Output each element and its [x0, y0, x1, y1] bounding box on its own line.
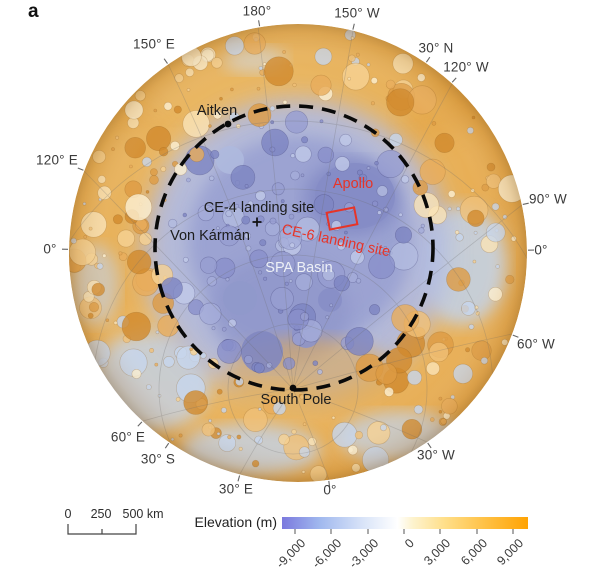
scale-bar — [67, 524, 137, 535]
annotation-spa-basin: SPA Basin — [265, 260, 333, 276]
coordinate-label-3: 30° N — [418, 40, 454, 56]
annotation-aitken: Aitken — [196, 103, 238, 119]
coordinate-label-2: 150° E — [133, 36, 175, 52]
coordinate-label-7: 0° — [43, 241, 57, 257]
coordinate-label-10: 60° E — [110, 429, 146, 445]
annotation-ce4-site: CE-4 landing site — [203, 200, 315, 216]
aitken-dot — [224, 120, 232, 128]
elevation-colorbar — [282, 517, 528, 529]
scale-bar-label-2: 500 km — [122, 507, 164, 521]
coordinate-label-12: 30° E — [218, 481, 254, 497]
annotation-south-pole: South Pole — [260, 392, 332, 408]
coordinate-label-13: 0° — [323, 482, 337, 498]
colorbar-tick-marks — [294, 529, 514, 534]
annotation-apollo: Apollo — [332, 176, 374, 192]
coordinate-label-11: 30° S — [140, 451, 176, 467]
coordinate-label-8: 0° — [534, 242, 548, 258]
coordinate-label-4: 120° W — [443, 59, 489, 75]
coordinate-label-14: 30° W — [417, 447, 455, 463]
annotation-von-karman: Von Kármán — [170, 228, 250, 244]
scale-bar-label-0: 0 — [64, 507, 72, 521]
ce4-plus-marker — [252, 217, 262, 227]
limb-tick-marks — [61, 20, 535, 487]
colorbar-title: Elevation (m) — [194, 514, 277, 530]
panel-label: a — [28, 1, 39, 22]
scale-bar-label-1: 250 — [90, 507, 112, 521]
coordinate-label-6: 90° W — [529, 191, 567, 207]
south-pole-dot — [289, 384, 297, 392]
coordinate-label-5: 120° E — [36, 152, 78, 168]
coordinate-label-9: 60° W — [517, 336, 555, 352]
coordinate-label-1: 150° W — [334, 5, 380, 21]
site-markers — [224, 120, 297, 392]
globe-terrain — [69, 24, 527, 482]
coordinate-label-0: 180° — [242, 3, 272, 19]
